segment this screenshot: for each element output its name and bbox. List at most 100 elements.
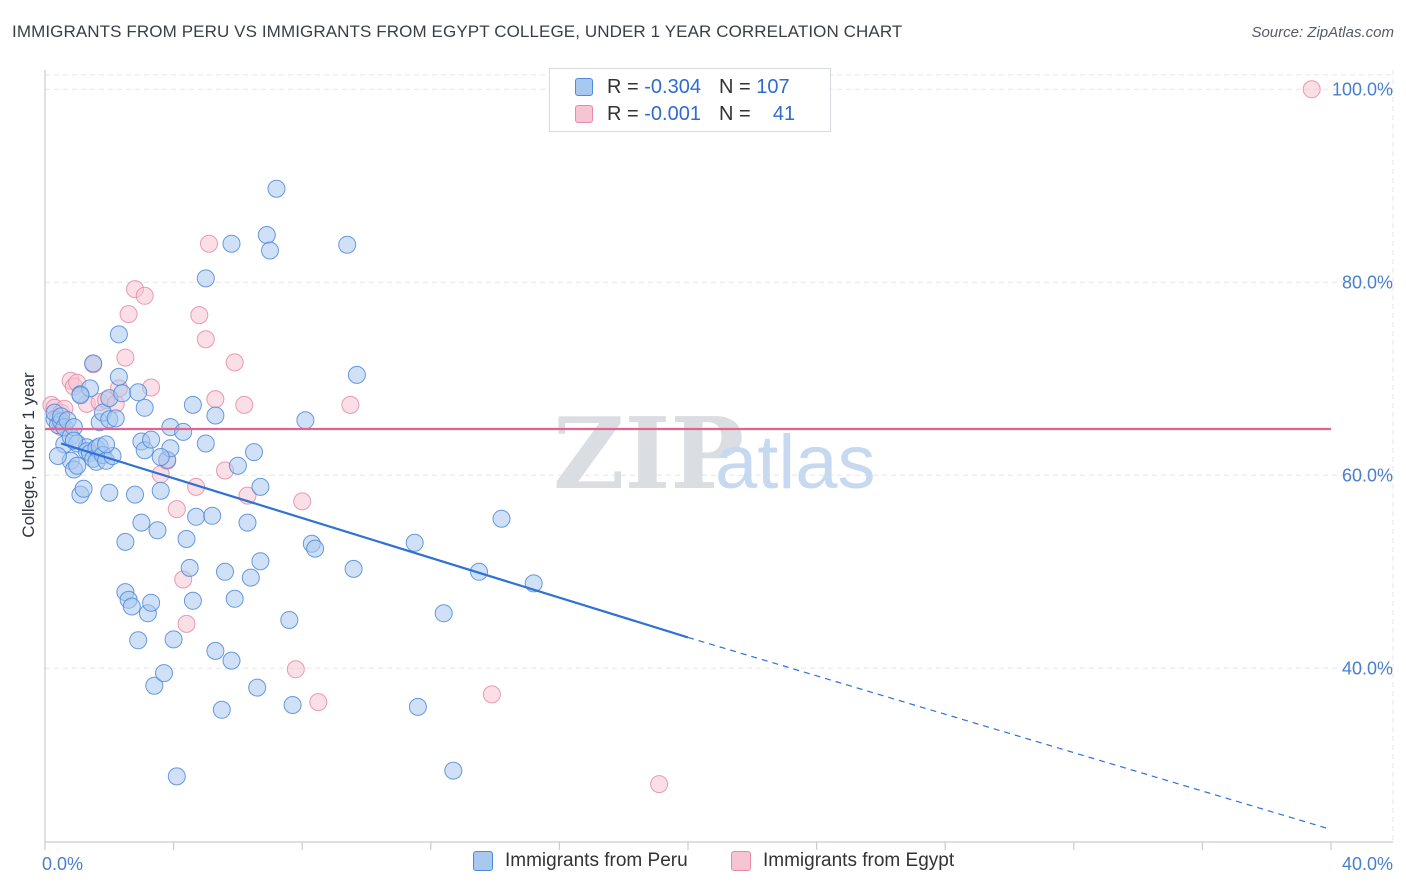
x-tick-label: 0.0% xyxy=(42,854,83,874)
peru-point xyxy=(238,513,257,532)
legend-row-peru: R = -0.304 N = 107 xyxy=(550,74,790,100)
egypt-point xyxy=(200,234,218,253)
tick-labels: 40.0% 60.0% 80.0% 100.0% 0.0% 40.0% xyxy=(42,79,1393,874)
peru-point xyxy=(71,386,90,405)
peru-trend-line xyxy=(60,442,689,639)
trend-lines xyxy=(45,427,1332,831)
egypt-point xyxy=(293,492,312,511)
grid-lines xyxy=(45,70,1394,842)
peru-point xyxy=(306,539,325,558)
peru-point xyxy=(444,761,463,780)
legend-n-label: N = xyxy=(718,75,751,98)
peru-point xyxy=(344,559,363,578)
peru-point xyxy=(74,479,93,498)
peru-point xyxy=(132,513,151,532)
watermark-zip: ZIP xyxy=(553,397,744,512)
egypt-point xyxy=(235,395,254,414)
peru-point xyxy=(228,456,247,475)
y-tick-label: 80.0% xyxy=(1342,272,1393,292)
peru-point xyxy=(296,411,315,430)
peru-point xyxy=(267,179,286,198)
egypt-point xyxy=(135,286,154,305)
peru-point xyxy=(142,593,161,612)
peru-point xyxy=(164,630,183,649)
legend-item-egypt: Immigrants from Egypt xyxy=(731,850,954,872)
peru-point xyxy=(116,532,135,551)
peru-point xyxy=(492,509,511,528)
egypt-legend-swatch-icon xyxy=(731,851,751,871)
peru-point xyxy=(151,481,170,500)
egypt-point xyxy=(119,305,138,324)
peru-trend-extension xyxy=(687,636,1332,831)
x-tick-label: 40.0% xyxy=(1342,854,1393,874)
peru-point xyxy=(251,477,270,496)
legend-r-value: -0.304 xyxy=(644,75,701,98)
peru-point xyxy=(251,552,270,571)
peru-point xyxy=(434,604,453,623)
peru-point xyxy=(122,597,141,616)
y-tick-label: 40.0% xyxy=(1342,658,1393,678)
egypt-point xyxy=(286,660,305,679)
peru-point xyxy=(64,431,83,450)
peru-point xyxy=(248,678,267,697)
peru-point xyxy=(148,521,167,540)
peru-point xyxy=(203,506,222,525)
peru-legend-swatch-icon xyxy=(473,851,493,871)
egypt-swatch-icon xyxy=(575,105,593,123)
peru-point xyxy=(167,767,186,786)
peru-point xyxy=(84,354,103,373)
legend-r-label: R = xyxy=(607,102,639,125)
egypt-point xyxy=(225,353,244,372)
egypt-point xyxy=(309,693,328,712)
peru-point xyxy=(174,422,193,441)
peru-point xyxy=(261,241,279,260)
watermark: ZIP atlas xyxy=(553,397,876,512)
legend-r-value: -0.001 xyxy=(644,102,701,125)
peru-point xyxy=(100,483,119,502)
egypt-point xyxy=(196,330,215,349)
peru-point xyxy=(241,568,260,587)
legend-n-value: 107 xyxy=(756,75,790,98)
watermark-atlas: atlas xyxy=(715,420,876,505)
peru-point xyxy=(212,700,231,719)
axes xyxy=(44,70,1393,850)
peru-point xyxy=(187,507,206,526)
peru-point xyxy=(405,533,424,552)
peru-point xyxy=(109,325,128,344)
y-tick-label: 100.0% xyxy=(1332,79,1393,99)
peru-point xyxy=(129,383,148,402)
peru-point xyxy=(225,589,244,608)
peru-point xyxy=(180,558,199,577)
peru-point xyxy=(183,591,202,610)
peru-point xyxy=(113,384,132,403)
legend-row-egypt: R = -0.001 N = 41 xyxy=(550,101,795,127)
y-tick-label: 60.0% xyxy=(1342,465,1393,485)
peru-point xyxy=(206,406,225,425)
peru-point xyxy=(196,434,215,453)
egypt-point xyxy=(482,685,501,704)
peru-point xyxy=(151,448,170,466)
peru-point xyxy=(155,664,173,683)
peru-point xyxy=(183,395,202,414)
peru-point xyxy=(196,269,215,288)
legend-r-label: R = xyxy=(607,75,639,98)
peru-point xyxy=(408,697,427,716)
peru-point xyxy=(97,435,116,454)
egypt-point xyxy=(206,390,225,409)
egypt-point xyxy=(1302,80,1321,99)
egypt-point xyxy=(167,500,186,519)
legend-item-peru: Immigrants from Peru xyxy=(473,850,688,872)
peru-point xyxy=(206,641,225,660)
peru-point xyxy=(48,447,67,465)
peru-point xyxy=(280,611,299,629)
peru-point xyxy=(177,530,196,548)
legend-label-egypt: Immigrants from Egypt xyxy=(763,850,955,871)
peru-point xyxy=(222,234,241,253)
egypt-point xyxy=(341,395,360,414)
y-axis-title: College, Under 1 year xyxy=(19,372,38,538)
peru-point xyxy=(129,631,148,650)
peru-point xyxy=(257,226,276,244)
chart-source: Source: ZipAtlas.com xyxy=(1251,24,1394,41)
correlation-legend: R = -0.304 N = 107 R = -0.001 N = 41 xyxy=(549,68,831,132)
egypt-point xyxy=(177,614,196,633)
